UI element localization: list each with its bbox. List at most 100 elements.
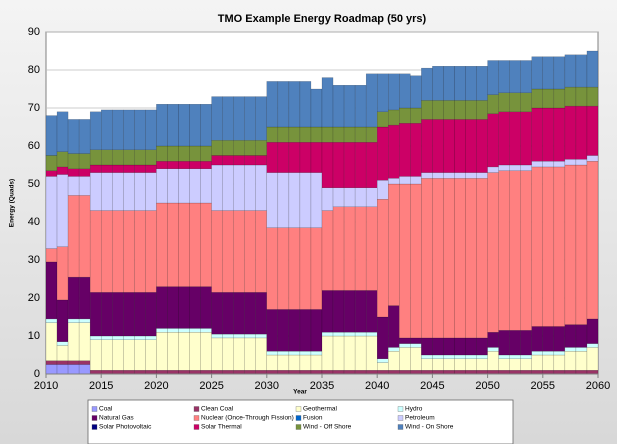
bar-segment (388, 73, 400, 111)
bar-segment (410, 347, 422, 371)
bar-segment (255, 292, 267, 335)
bar-segment (100, 292, 113, 337)
bar-segment (167, 370, 179, 375)
bar-segment (45, 322, 58, 361)
bar-segment (78, 360, 91, 365)
bar-segment (233, 210, 245, 293)
bar-segment (45, 115, 58, 156)
legend-label: Geothermal (303, 406, 338, 413)
bar-segment (365, 335, 378, 371)
bar-segment (145, 164, 157, 173)
bar-segment (299, 309, 312, 352)
bar-segment (498, 60, 510, 93)
bar-segment (310, 172, 323, 228)
bar-segment (100, 210, 113, 293)
x-tick-label: 2025 (199, 380, 223, 392)
bar-segment (432, 178, 444, 339)
bar-segment (277, 354, 290, 371)
bar-segment (465, 358, 477, 371)
bar-segment (454, 354, 466, 359)
bar-segment (266, 141, 279, 173)
bar-segment (509, 60, 521, 93)
bar-segment (288, 126, 301, 143)
bar-segment (222, 164, 234, 211)
bar-segment (123, 149, 135, 166)
bar-segment (575, 86, 588, 107)
bar-segment (354, 187, 367, 208)
bar-segment (343, 187, 356, 208)
bar-segment (520, 358, 532, 371)
bar-segment (388, 305, 400, 348)
bar-segment (78, 195, 91, 278)
bar-segment (343, 290, 356, 333)
bar-segment (509, 170, 521, 331)
bar-segment (100, 109, 113, 151)
bar-segment (354, 335, 367, 371)
bar-segment (531, 160, 544, 168)
legend-label: Wind - On Shore (405, 424, 454, 431)
bar-segment (288, 227, 301, 310)
bar-segment (564, 159, 577, 166)
bar-segment (67, 176, 80, 196)
bar-segment (222, 370, 234, 375)
y-tick-label: 20 (28, 292, 40, 304)
bar-segment (277, 309, 290, 352)
bar-segment (200, 160, 212, 169)
bar-segment (520, 164, 532, 171)
bar-segment (56, 345, 69, 361)
bar-segment (277, 172, 290, 228)
bar-segment (586, 347, 599, 371)
legend-label: Nuclear (Once-Through Fission) (201, 415, 294, 422)
bar-segment (299, 141, 312, 173)
bar-segment (343, 126, 356, 143)
bar-segment (332, 332, 345, 337)
bar-segment (156, 328, 168, 333)
bar-segment (564, 54, 577, 88)
bar-segment (586, 343, 599, 348)
bar-segment (56, 360, 69, 365)
bar-segment (575, 324, 588, 348)
bar-segment (564, 105, 577, 160)
bar-segment (244, 155, 256, 166)
bar-segment (200, 168, 212, 204)
bar-segment (443, 337, 455, 356)
bar-segment (89, 335, 102, 340)
bar-segment (410, 337, 422, 344)
bar-segment (310, 370, 323, 375)
bar-segment (56, 341, 69, 346)
bar-segment (123, 164, 135, 173)
bar-segment (100, 172, 113, 211)
bar-segment (145, 292, 157, 337)
bar-segment (233, 333, 245, 339)
bar-segment (56, 364, 69, 375)
bar-segment (189, 332, 201, 371)
bar-segment (266, 227, 279, 310)
bar-segment (277, 81, 290, 128)
bar-segment (421, 172, 433, 179)
bar-segment (310, 354, 323, 371)
legend-label: Clean Coal (201, 406, 234, 413)
bar-segment (222, 333, 234, 339)
bar-segment (531, 56, 544, 90)
legend-swatch (295, 424, 302, 430)
bar-segment (520, 170, 532, 331)
bar-segment (553, 88, 566, 109)
bar-segment (299, 370, 312, 375)
bar-segment (531, 326, 544, 352)
bar-segment (200, 145, 212, 162)
bar-segment (112, 339, 124, 371)
y-tick-label: 60 (28, 140, 40, 152)
bar-segment (487, 166, 499, 173)
bar-segment (365, 206, 378, 291)
bar-segment (421, 370, 433, 375)
bar-segment (288, 354, 301, 371)
bar-segment (586, 50, 599, 88)
bar-segment (454, 370, 466, 375)
bar-segment (542, 160, 555, 168)
bar-segment (156, 332, 168, 371)
x-tick-label: 2050 (475, 380, 499, 392)
bar-segment (167, 145, 179, 162)
bar-segment (255, 140, 267, 156)
bar-segment (377, 126, 389, 181)
bar-segment (421, 337, 433, 356)
